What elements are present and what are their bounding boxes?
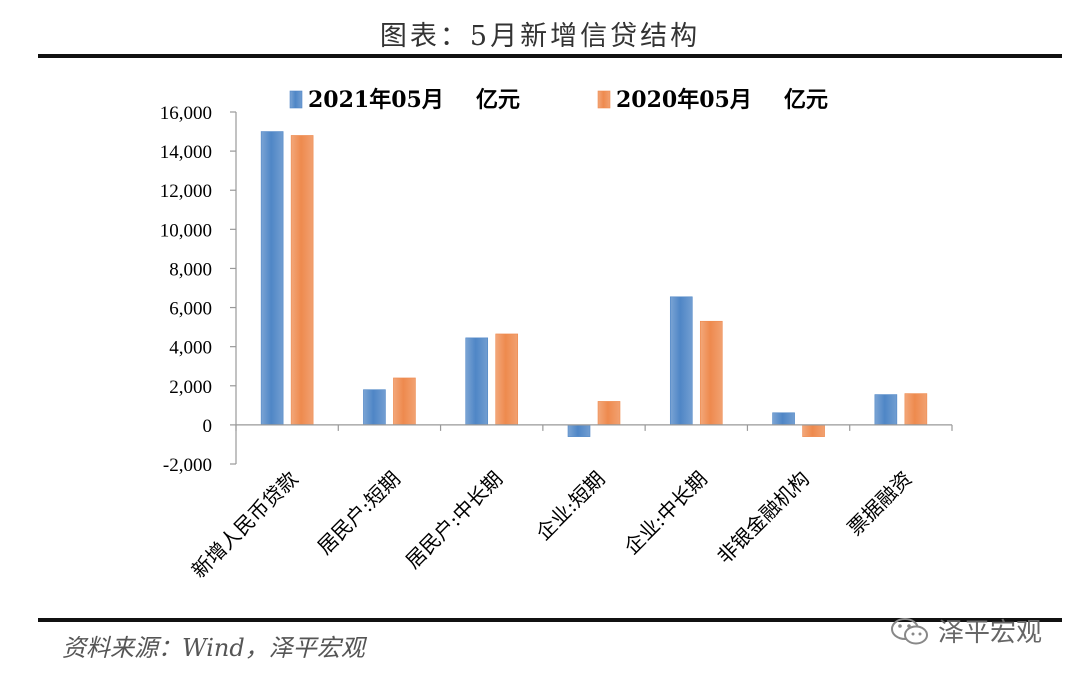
x-tick-label: 居民户:短期 [313,467,405,559]
y-tick-label: -2,000 [163,455,212,476]
bars [260,131,928,437]
top-rule [38,54,1062,58]
bar-2021 [363,389,386,426]
bar-2020 [393,377,416,426]
legend-swatch [597,90,611,109]
bar-2020 [699,320,723,426]
legend-unit: 亿元 [784,88,828,113]
bar-2021 [772,412,795,426]
chart-title: 图表：5月新增信贷结构 [379,21,701,52]
chart-legend: 2021年05月 亿元 2020年05月 亿元 [289,87,828,113]
legend-swatch [289,90,303,109]
y-tick-label: 14,000 [160,142,212,163]
watermark-text: 泽平宏观 [938,618,1043,648]
legend-label: 2020年05月 [616,87,752,113]
watermark: 泽平宏观 [890,612,1042,649]
x-tick-label: 新增人民币贷款 [187,467,303,583]
y-tick-label: 6,000 [169,299,212,320]
bar-2021 [874,394,898,426]
bar-2020 [904,393,928,426]
bar-2021 [567,424,591,437]
y-tick-label: 0 [203,416,213,437]
y-tick-label: 8,000 [169,259,212,280]
x-tick-label: 居民户:中长期 [401,467,508,574]
x-tick-label: 企业:中长期 [619,467,711,559]
x-tick-label: 企业:短期 [531,467,609,545]
x-tick-label: 非银金融机构 [712,467,814,569]
y-tick-label: 4,000 [169,338,212,359]
legend-label: 2021年05月 [308,87,444,113]
bar-2021 [465,337,489,426]
bar-2021 [260,131,284,426]
bar-2020 [290,135,314,426]
bar-chart: 2021年05月 亿元 2020年05月 亿元 -2,000 0 2,000 4,000 6,… [160,87,953,583]
legend-unit: 亿元 [476,88,520,113]
y-tick-label: 10,000 [160,220,212,241]
bar-2021 [669,296,693,426]
source-note: 资料来源：Wind，泽平宏观 [62,634,365,662]
y-tick-label: 2,000 [169,377,212,398]
bottom-rule [38,618,1062,622]
wechat-icon [891,617,928,644]
y-axis: -2,000 0 2,000 4,000 6,000 8,000 10,000 12,000 1… [160,103,237,476]
bar-2020 [597,401,621,426]
y-tick-label: 12,000 [160,181,212,202]
bar-2020 [802,424,825,437]
y-tick-label: 16,000 [160,103,212,124]
x-tick-label: 票据融资 [843,467,917,541]
bar-2020 [495,333,519,426]
